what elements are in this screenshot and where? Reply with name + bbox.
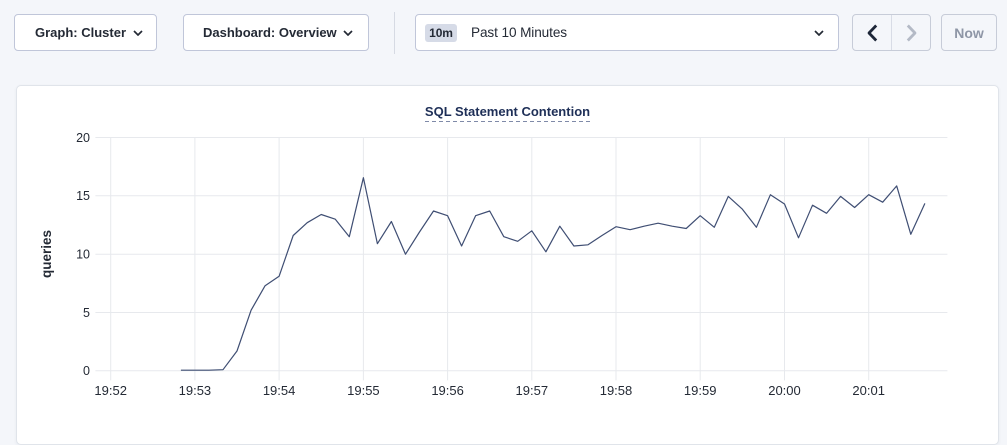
svg-text:20:00: 20:00 — [768, 383, 801, 398]
svg-text:20: 20 — [76, 131, 90, 145]
svg-text:19:54: 19:54 — [263, 383, 296, 398]
svg-text:19:56: 19:56 — [431, 383, 464, 398]
svg-text:0: 0 — [83, 364, 90, 378]
svg-text:queries: queries — [39, 230, 54, 278]
svg-text:19:57: 19:57 — [516, 383, 549, 398]
svg-text:20:01: 20:01 — [852, 383, 885, 398]
svg-text:19:59: 19:59 — [684, 383, 717, 398]
svg-text:19:55: 19:55 — [347, 383, 380, 398]
svg-text:5: 5 — [83, 306, 90, 320]
svg-text:19:52: 19:52 — [94, 383, 127, 398]
svg-text:19:53: 19:53 — [179, 383, 212, 398]
svg-text:15: 15 — [76, 189, 90, 203]
svg-text:10: 10 — [76, 248, 90, 262]
svg-text:19:58: 19:58 — [600, 383, 633, 398]
